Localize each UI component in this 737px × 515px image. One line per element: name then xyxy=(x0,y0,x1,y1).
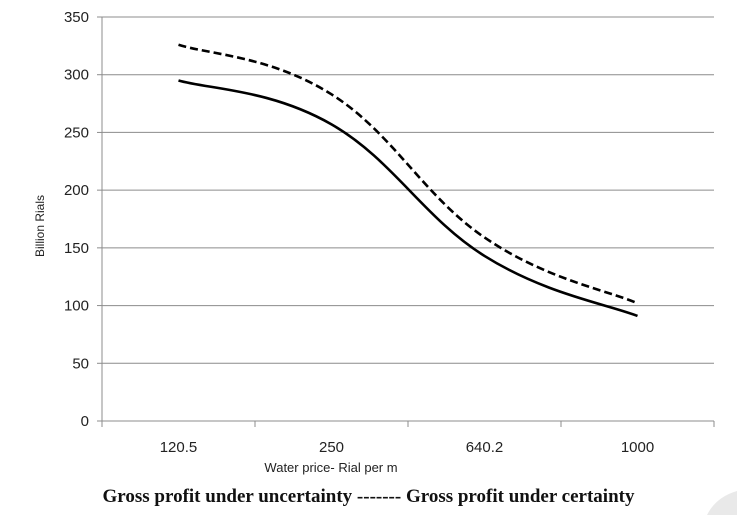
solid-series-line xyxy=(178,79,638,318)
x-tick-label: 1000 xyxy=(621,439,654,456)
y-tick-label: 300 xyxy=(64,67,89,84)
x-tick-label: 250 xyxy=(319,439,344,456)
y-tick-label: 0 xyxy=(81,413,89,430)
figure-caption: Gross profit under uncertainty ------- G… xyxy=(102,486,635,507)
x-tick-label: 120.5 xyxy=(160,439,198,456)
x-axis-label: Water price- Rial per m xyxy=(264,460,397,475)
y-tick-label: 200 xyxy=(64,182,89,199)
x-tick-label: 640.2 xyxy=(466,439,504,456)
series-lines xyxy=(178,43,639,318)
dashed-series-line xyxy=(178,43,639,305)
y-axis-label: Billion Rials xyxy=(33,195,47,257)
gridlines xyxy=(102,16,714,364)
y-tick-label: 150 xyxy=(64,240,89,257)
y-tick-label: 250 xyxy=(64,124,89,141)
y-axis-ticks: 0 50 100 150 200 250 300 350 xyxy=(64,9,102,430)
x-axis-ticks: 120.5 250 640.2 1000 xyxy=(101,421,715,456)
axes xyxy=(101,17,714,422)
y-tick-label: 50 xyxy=(72,355,89,372)
y-tick-label: 350 xyxy=(64,9,89,26)
y-tick-label: 100 xyxy=(64,298,89,315)
page-corner-decoration xyxy=(707,491,737,515)
